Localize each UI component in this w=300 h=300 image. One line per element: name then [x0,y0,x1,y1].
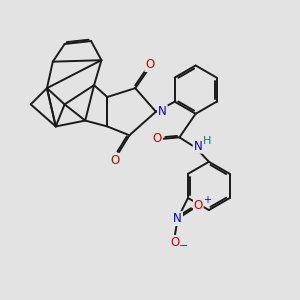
Text: H: H [202,136,211,146]
Text: O: O [146,58,154,71]
Text: N: N [158,105,167,118]
Text: +: + [203,195,211,205]
Text: N: N [194,140,202,153]
Text: N: N [173,212,182,225]
Text: O: O [170,236,179,249]
Text: O: O [153,132,162,145]
Text: O: O [110,154,119,167]
Text: O: O [194,199,203,212]
Text: −: − [179,241,188,251]
